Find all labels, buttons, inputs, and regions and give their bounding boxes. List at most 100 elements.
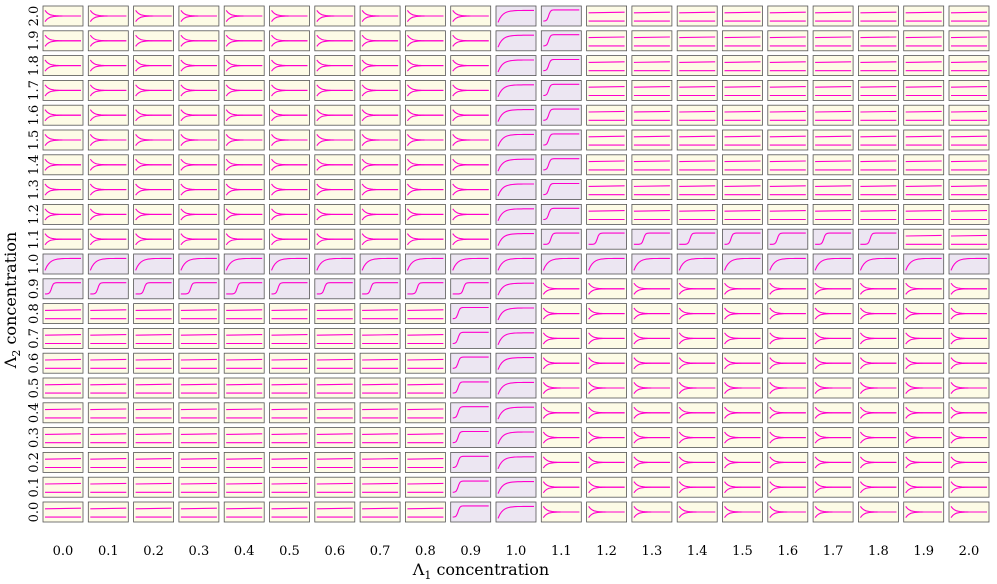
cell-background	[450, 476, 492, 498]
cell-1.5-0.3	[722, 427, 763, 449]
cell-1.0-0.2	[495, 451, 537, 473]
cell-1.9-1.8	[903, 55, 945, 76]
cell-1.0-1.0	[495, 253, 537, 275]
cell-background	[314, 451, 356, 473]
trajectory-line	[452, 306, 489, 320]
trajectory-line	[361, 34, 399, 42]
trajectory-line	[542, 307, 580, 315]
y-axis-label: Λ2 concentration	[1, 232, 23, 369]
cell-background	[178, 253, 220, 275]
trajectory-line	[89, 183, 127, 191]
trajectory-line	[678, 332, 716, 339]
trajectory-line	[769, 110, 806, 113]
trajectory-line	[271, 233, 308, 240]
cell-0.9-1.3	[450, 179, 492, 201]
trajectory-line	[180, 183, 217, 191]
cell-0.3-0.8	[178, 303, 220, 325]
cell-background	[314, 402, 356, 424]
cell-1.0-1.7	[495, 80, 537, 101]
trajectory-line	[814, 431, 852, 439]
y-tick-label: 1.3	[27, 179, 42, 200]
trajectory-line	[769, 431, 806, 439]
cell-1.2-0.6	[586, 352, 627, 374]
trajectory-line	[588, 210, 625, 212]
cell-background	[404, 352, 446, 374]
cell-background	[540, 228, 582, 250]
trajectory-line	[316, 59, 353, 67]
cell-background	[858, 80, 899, 101]
trajectory-line	[316, 158, 353, 166]
cell-1.1-0.6	[540, 352, 582, 374]
cell-1.4-0.7	[676, 327, 718, 349]
trajectory-line	[452, 208, 489, 215]
trajectory-line	[316, 208, 353, 215]
trajectory-line	[588, 456, 625, 463]
cell-0.3-0.4	[178, 402, 220, 424]
cell-background	[767, 30, 809, 52]
trajectory-line	[135, 282, 172, 295]
x-tick-label: 2.0	[959, 544, 980, 559]
cell-background	[903, 5, 945, 27]
cell-background	[450, 402, 492, 424]
cell-0.4-1.8	[223, 55, 265, 76]
trajectory-line	[543, 207, 580, 221]
trajectory-line	[724, 481, 761, 488]
trajectory-line	[724, 61, 761, 63]
trajectory-line	[859, 307, 897, 315]
cell-0.4-0.4	[223, 402, 265, 424]
trajectory-line	[226, 358, 263, 361]
cell-1.4-0.0	[676, 501, 718, 523]
trajectory-line	[497, 431, 534, 445]
trajectory-line	[406, 158, 444, 166]
cell-1.7-0.5	[812, 377, 854, 399]
cell-1.6-0.8	[767, 303, 809, 325]
trajectory-line	[180, 34, 217, 42]
trajectory-line	[225, 134, 263, 141]
cell-0.0-0.7	[42, 327, 84, 349]
trajectory-line	[815, 86, 852, 88]
cell-background	[404, 501, 446, 523]
trajectory-line	[769, 282, 806, 290]
cell-1.5-1.6	[722, 104, 763, 126]
trajectory-line	[316, 257, 353, 271]
cell-1.1-1.1	[540, 228, 582, 250]
cell-1.2-1.1	[586, 228, 627, 250]
cell-1.2-1.7	[586, 80, 627, 101]
cell-0.8-0.1	[404, 476, 446, 498]
cell-background	[359, 278, 401, 300]
trajectory-line	[271, 358, 308, 361]
trajectory-line	[180, 84, 217, 91]
trajectory-line	[135, 257, 172, 271]
cell-1.3-1.5	[631, 129, 673, 151]
trajectory-line	[588, 431, 625, 439]
cell-2.0-1.4	[948, 154, 990, 176]
trajectory-line	[815, 135, 852, 138]
cell-background	[540, 30, 582, 52]
trajectory-line	[633, 160, 670, 163]
cell-0.4-2.0	[223, 5, 265, 27]
x-tick-label: 1.5	[732, 544, 753, 559]
trajectory-line	[588, 257, 625, 271]
y-tick-label: 0.3	[27, 427, 42, 448]
cell-0.8-1.9	[404, 30, 446, 52]
cell-background	[812, 129, 854, 151]
trajectory-line	[361, 158, 399, 166]
trajectory-line	[769, 406, 806, 414]
trajectory-line	[905, 234, 942, 237]
cell-2.0-0.4	[948, 402, 990, 424]
cell-background	[631, 179, 673, 201]
cell-1.2-1.2	[586, 203, 627, 225]
cell-0.3-0.9	[178, 278, 220, 300]
cell-0.0-2.0	[42, 5, 84, 27]
cell-background	[359, 476, 401, 498]
cell-background	[812, 55, 854, 76]
trajectory-line	[905, 506, 942, 513]
cell-background	[722, 154, 763, 176]
trajectory-line	[135, 334, 172, 336]
cell-0.5-0.5	[269, 377, 310, 399]
cell-background	[87, 402, 129, 424]
trajectory-line	[724, 406, 761, 414]
cell-0.2-1.8	[133, 55, 175, 76]
cell-0.4-0.2	[223, 451, 265, 473]
cell-1.3-0.0	[631, 501, 673, 523]
